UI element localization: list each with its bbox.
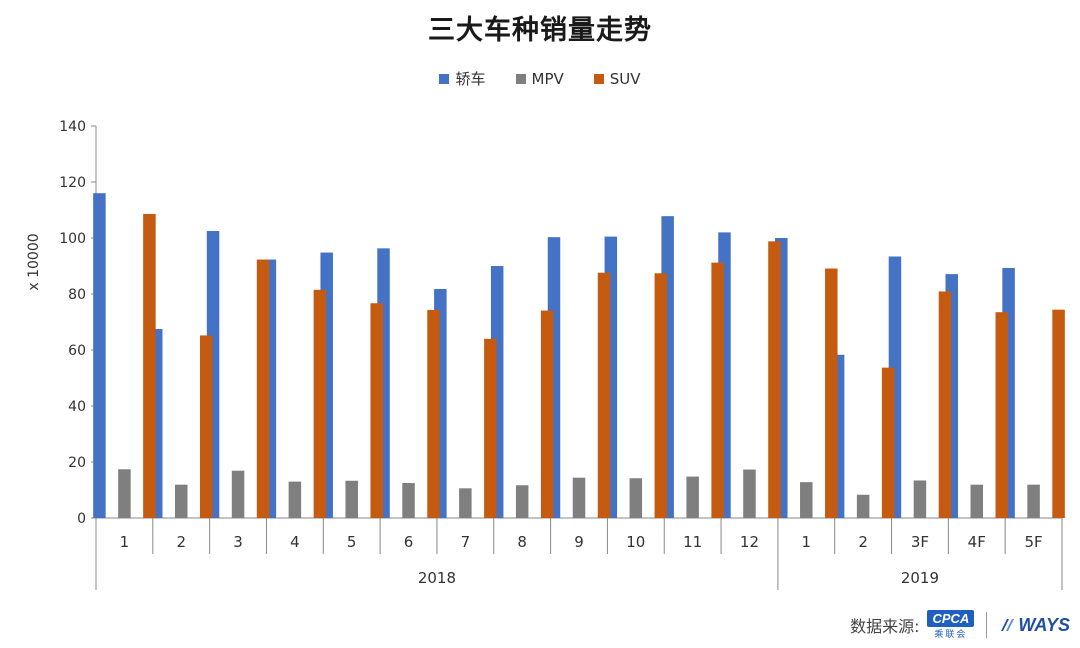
x-tick-label: 1	[802, 533, 812, 551]
bar-SUV-10	[654, 273, 668, 518]
bar-MPV-12	[743, 469, 756, 518]
bar-SUV-4	[313, 289, 327, 518]
legend-swatch	[593, 73, 604, 84]
source-label: 数据来源:	[850, 617, 920, 636]
x-tick-label: 6	[404, 533, 414, 551]
bar-SUV-1	[143, 213, 156, 519]
cpca-logo-sub: 乘联会	[934, 630, 968, 640]
bar-SUV-11	[711, 262, 724, 518]
bar-轿车-1	[93, 193, 106, 518]
legend-item: 轿车	[439, 68, 486, 89]
bar-SUV-3	[256, 259, 270, 518]
bar-SUV-12	[768, 241, 781, 519]
x-tick-label: 3F	[911, 533, 929, 551]
bar-SUV-8	[540, 310, 554, 518]
bar-SUV-16	[995, 312, 1009, 518]
bar-MPV-9	[572, 477, 586, 518]
legend-item: MPV	[515, 68, 564, 89]
x-tick-label: 8	[517, 533, 527, 551]
x-tick-label: 4	[290, 533, 300, 551]
ways-logo-text: WAYS	[1018, 614, 1070, 635]
bar-SUV-5	[370, 303, 383, 518]
x-tick-label: 2	[176, 533, 186, 551]
bar-SUV-15	[938, 291, 952, 518]
cpca-logo-text: CPCA	[927, 610, 975, 627]
x-tick-label: 2	[858, 533, 868, 551]
x-tick-label: 3	[233, 533, 243, 551]
legend-label: MPV	[531, 69, 564, 88]
x-tick-label: 7	[461, 533, 471, 551]
legend-item: SUV	[593, 68, 641, 89]
bar-SUV-2	[199, 335, 213, 518]
bar-MPV-17	[1027, 484, 1040, 518]
bar-MPV-8	[515, 485, 529, 518]
y-tick-label: 80	[68, 287, 86, 303]
bar-MPV-14	[856, 494, 870, 518]
y-tick-label: 20	[68, 455, 86, 471]
x-tick-label: 5	[347, 533, 357, 551]
x-tick-label: 5F	[1025, 533, 1043, 551]
bar-MPV-2	[174, 484, 188, 518]
y-tick-label: 60	[68, 343, 86, 359]
bar-MPV-1	[118, 469, 131, 518]
logo-divider	[986, 612, 988, 638]
y-tick-label: 0	[77, 511, 86, 527]
bar-MPV-6	[402, 483, 415, 518]
cpca-logo: CPCA 乘联会	[927, 610, 975, 640]
data-source-footer: 数据来源: CPCA 乘联会 WAYS	[850, 608, 1070, 642]
y-tick-label: 100	[59, 231, 86, 247]
bar-MPV-11	[686, 476, 699, 518]
x-tick-label: 9	[574, 533, 584, 551]
x-group-label: 2019	[901, 569, 939, 587]
y-tick-label: 40	[68, 399, 86, 415]
x-tick-label: 10	[626, 533, 645, 551]
bar-SUV-7	[484, 338, 497, 518]
bar-MPV-10	[629, 478, 643, 518]
ways-mark-icon	[1001, 619, 1015, 631]
bar-SUV-9	[597, 272, 611, 518]
x-tick-label: 4F	[968, 533, 986, 551]
bar-MPV-5	[345, 480, 358, 518]
bar-MPV-13	[800, 482, 813, 518]
bar-SUV-13	[825, 268, 838, 518]
legend-swatch	[439, 73, 450, 84]
bar-MPV-16	[970, 484, 984, 518]
legend-label: 轿车	[455, 70, 486, 88]
chart-title: 三大车种销量走势	[428, 15, 652, 46]
x-tick-label: 12	[740, 533, 759, 551]
bar-MPV-15	[913, 480, 927, 518]
legend-swatch	[515, 73, 526, 84]
y-axis-label: x 10000	[26, 233, 42, 290]
x-tick-label: 11	[683, 533, 702, 551]
y-tick-label: 120	[59, 175, 86, 191]
y-tick-label: 140	[59, 119, 86, 135]
bar-MPV-4	[288, 481, 302, 518]
ways-logo: WAYS	[999, 615, 1070, 636]
bar-SUV-17	[1052, 309, 1065, 518]
bar-SUV-14	[881, 367, 895, 518]
bar-MPV-3	[231, 470, 245, 518]
legend: 轿车 MPV SUV	[0, 68, 1080, 89]
bar-SUV-6	[427, 309, 440, 518]
x-group-label: 2018	[418, 569, 456, 587]
legend-label: SUV	[609, 69, 641, 88]
bar-MPV-7	[459, 488, 472, 518]
x-tick-label: 1	[120, 533, 130, 551]
